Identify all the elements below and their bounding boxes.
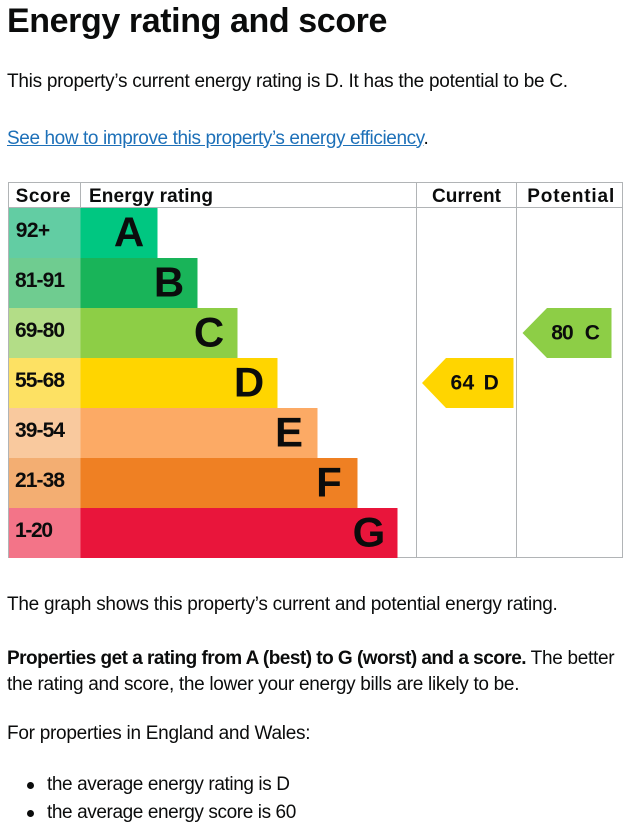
svg-text:C: C <box>585 321 600 344</box>
svg-text:80: 80 <box>551 321 574 344</box>
svg-text:A: A <box>114 208 144 255</box>
svg-text:F: F <box>316 458 342 505</box>
svg-text:Current: Current <box>432 186 502 207</box>
svg-text:39-54: 39-54 <box>15 419 65 442</box>
svg-text:64: 64 <box>451 371 475 394</box>
svg-text:55-68: 55-68 <box>15 369 65 392</box>
svg-text:92+: 92+ <box>16 219 51 242</box>
svg-text:D: D <box>234 358 264 405</box>
svg-text:69-80: 69-80 <box>15 319 65 342</box>
svg-text:B: B <box>154 258 184 305</box>
svg-text:Energy rating: Energy rating <box>89 186 213 207</box>
svg-text:21-38: 21-38 <box>15 469 65 492</box>
svg-text:D: D <box>484 371 499 394</box>
svg-text:Score: Score <box>16 186 71 207</box>
svg-text:Potential: Potential <box>527 186 614 207</box>
svg-text:C: C <box>194 308 224 355</box>
svg-text:81-91: 81-91 <box>15 269 65 292</box>
svg-text:G: G <box>353 508 386 555</box>
svg-text:E: E <box>275 408 303 455</box>
svg-text:1-20: 1-20 <box>15 519 53 542</box>
